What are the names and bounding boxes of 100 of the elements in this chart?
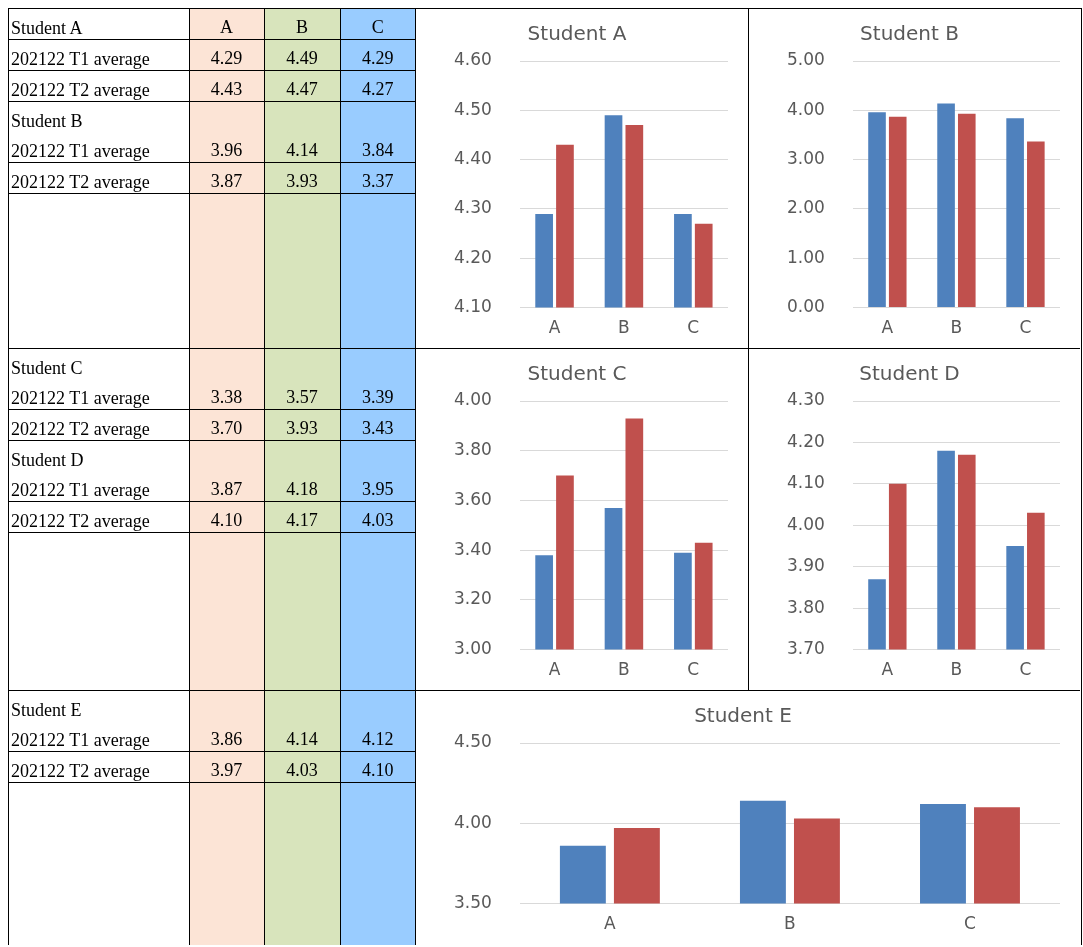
bar bbox=[1006, 118, 1024, 308]
category-label: 202122 T2 average bbox=[11, 172, 150, 192]
text: 4.18 bbox=[286, 479, 318, 499]
y-tick-label: 4.50 bbox=[453, 731, 492, 752]
y-tick-label: 3.50 bbox=[453, 892, 492, 913]
y-tick-label: 4.20 bbox=[786, 430, 825, 451]
y-tick-label: 4.10 bbox=[453, 296, 492, 317]
text: 3.95 bbox=[362, 479, 394, 499]
text: 4.29 bbox=[362, 48, 394, 68]
text: 4.12 bbox=[362, 729, 394, 749]
x-tick-label: C bbox=[687, 317, 700, 338]
text: 3.96 bbox=[210, 140, 243, 160]
category-label: A bbox=[189, 9, 264, 40]
y-tick-label: 3.00 bbox=[453, 638, 492, 659]
text: 4.10 bbox=[210, 510, 243, 530]
y-tick-label: 5.00 bbox=[786, 49, 825, 70]
text: 3.70 bbox=[210, 418, 243, 438]
category-label: 202122 T1 average bbox=[11, 388, 150, 408]
text: 4.29 bbox=[210, 48, 243, 68]
category-label: C bbox=[340, 9, 415, 40]
text: 4.49 bbox=[286, 48, 318, 68]
category-label: 202122 T1 average bbox=[11, 49, 150, 69]
text: 3.84 bbox=[362, 140, 394, 160]
text: 4.43 bbox=[210, 79, 243, 99]
text: 4.17 bbox=[286, 510, 318, 530]
y-tick-label: 4.20 bbox=[453, 246, 492, 267]
y-tick-label: 3.80 bbox=[453, 439, 492, 460]
text: 4.27 bbox=[362, 79, 394, 99]
category-label: 202122 T2 average bbox=[11, 80, 150, 100]
category-label: 202122 T1 average bbox=[11, 730, 150, 750]
chart-title: Student A bbox=[527, 21, 627, 46]
text: 3.57 bbox=[286, 387, 318, 407]
text: 4.03 bbox=[362, 510, 394, 530]
x-tick-label: B bbox=[950, 659, 963, 680]
bar bbox=[1027, 141, 1045, 308]
bar bbox=[868, 112, 886, 308]
y-tick-label: 1.00 bbox=[786, 246, 825, 267]
x-tick-label: A bbox=[548, 317, 561, 338]
text: 3.87 bbox=[210, 479, 243, 499]
category-label: B bbox=[264, 9, 340, 40]
text: 4.14 bbox=[286, 729, 318, 749]
category-label: Student B bbox=[11, 111, 83, 131]
y-tick-label: 3.20 bbox=[453, 588, 492, 609]
y-tick-label: 4.30 bbox=[453, 197, 492, 218]
category-label: 202122 T2 average bbox=[11, 419, 150, 439]
bar bbox=[888, 116, 907, 308]
text: 3.93 bbox=[286, 418, 318, 438]
y-tick-label: 3.60 bbox=[453, 488, 492, 509]
category-label: Student E bbox=[11, 700, 82, 720]
text: 3.37 bbox=[362, 171, 394, 191]
chart-title: Student D bbox=[859, 361, 960, 386]
text: 3.38 bbox=[210, 387, 243, 407]
text: 3.43 bbox=[362, 418, 394, 438]
x-tick-label: B bbox=[950, 317, 963, 338]
y-tick-label: 4.10 bbox=[786, 472, 825, 493]
y-tick-label: 3.70 bbox=[786, 638, 825, 659]
y-tick-label: 4.30 bbox=[786, 389, 825, 410]
y-tick-label: 4.50 bbox=[453, 98, 492, 119]
x-tick-label: A bbox=[881, 317, 894, 338]
x-tick-label: B bbox=[618, 659, 630, 680]
y-tick-label: 3.90 bbox=[786, 555, 825, 576]
x-tick-label: C bbox=[687, 659, 700, 680]
category-label: 202122 T1 average bbox=[11, 141, 150, 161]
text: 3.93 bbox=[286, 171, 318, 191]
category-label: 202122 T1 average bbox=[11, 480, 150, 500]
x-tick-label: C bbox=[964, 913, 976, 934]
text: 3.86 bbox=[210, 729, 243, 749]
y-tick-label: 4.60 bbox=[453, 49, 492, 70]
y-tick-label: 0.00 bbox=[786, 296, 825, 317]
y-tick-label: 3.80 bbox=[786, 596, 825, 617]
y-tick-label: 4.00 bbox=[453, 389, 492, 410]
y-tick-label: 4.00 bbox=[453, 811, 492, 832]
y-tick-label: 4.00 bbox=[786, 513, 825, 534]
x-tick-label: B bbox=[784, 913, 796, 934]
y-tick-label: 3.40 bbox=[453, 538, 492, 559]
category-label: Student C bbox=[11, 358, 83, 378]
text: 4.47 bbox=[286, 79, 318, 99]
y-tick-label: 4.00 bbox=[786, 98, 825, 119]
chart-title: Student B bbox=[860, 21, 959, 46]
x-tick-label: C bbox=[1019, 317, 1032, 338]
x-tick-label: A bbox=[548, 659, 561, 680]
y-tick-label: 4.40 bbox=[453, 148, 492, 169]
text: 4.10 bbox=[362, 760, 394, 780]
category-label: Student D bbox=[11, 450, 84, 470]
category-label: 202122 T2 average bbox=[11, 511, 150, 531]
x-tick-label: A bbox=[604, 913, 617, 934]
text: 3.39 bbox=[362, 387, 394, 407]
category-label: 202122 T2 average bbox=[11, 761, 150, 781]
bar bbox=[957, 113, 976, 308]
y-tick-label: 2.00 bbox=[786, 197, 825, 218]
chart-title: Student C bbox=[527, 361, 627, 386]
category-label: Student A bbox=[11, 18, 83, 38]
text: 4.03 bbox=[286, 760, 318, 780]
x-tick-label: C bbox=[1019, 659, 1032, 680]
y-tick-label: 3.00 bbox=[786, 148, 825, 169]
x-tick-label: A bbox=[881, 659, 894, 680]
bar bbox=[937, 103, 955, 308]
x-tick-label: B bbox=[618, 317, 630, 338]
text: 3.97 bbox=[210, 760, 243, 780]
text: 4.14 bbox=[286, 140, 318, 160]
